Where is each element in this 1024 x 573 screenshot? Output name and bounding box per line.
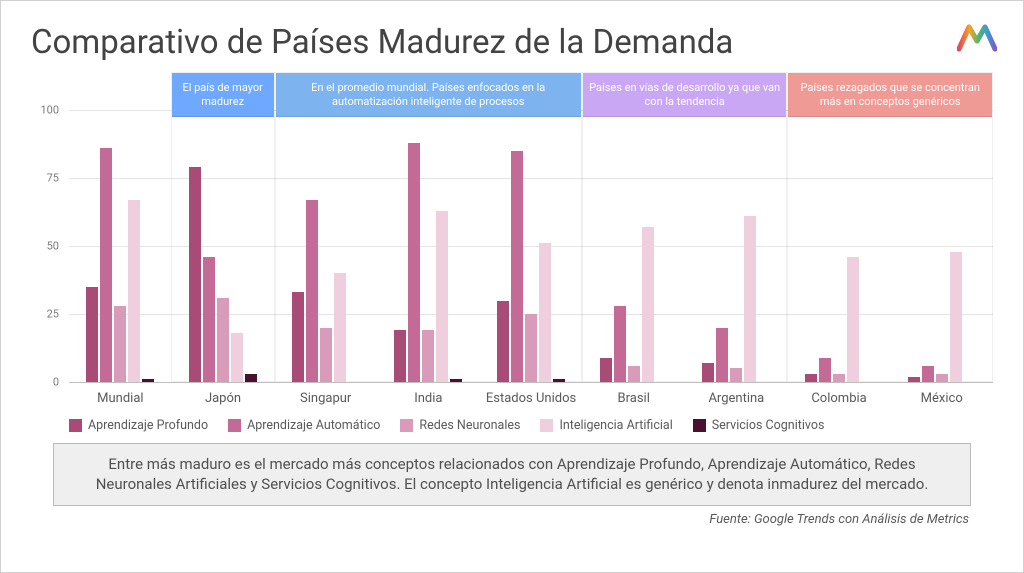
bar [553, 379, 565, 382]
bar [497, 301, 509, 383]
country-col [377, 94, 480, 382]
bar [450, 379, 462, 382]
y-tick: 75 [47, 172, 59, 185]
y-axis: 0255075100 [31, 94, 65, 382]
legend-swatch [400, 419, 413, 432]
bar [408, 143, 420, 382]
bar [936, 374, 948, 382]
bar [189, 167, 201, 382]
country-col [685, 94, 788, 382]
x-label: Argentina [685, 391, 788, 406]
legend-swatch [540, 419, 553, 432]
bar [320, 328, 332, 382]
bar [642, 227, 654, 382]
bar [730, 368, 742, 382]
bar [334, 273, 346, 382]
bar [511, 151, 523, 382]
bar [908, 377, 920, 382]
legend-label: Aprendizaje Profundo [88, 418, 208, 433]
bar [128, 200, 140, 382]
footnote: Fuente: Google Trends con Análisis de Me… [31, 512, 969, 527]
bar [394, 330, 406, 382]
legend-swatch [69, 419, 82, 432]
bar [86, 287, 98, 382]
bar [847, 257, 859, 382]
legend-label: Servicios Cognitivos [712, 418, 825, 433]
bar [744, 216, 756, 382]
plot [69, 94, 993, 382]
x-label: India [377, 391, 480, 406]
bar [217, 298, 229, 382]
x-label: Singapur [274, 391, 377, 406]
chart: 0255075100 El país de mayor madurezEn el… [31, 72, 993, 412]
bar [805, 374, 817, 382]
bar [292, 292, 304, 382]
page-title: Comparativo de Países Madurez de la Dema… [31, 23, 993, 62]
legend-item: Redes Neuronales [400, 418, 520, 433]
x-label: México [890, 391, 993, 406]
country-col [172, 94, 275, 382]
country-col [582, 94, 685, 382]
bar [231, 333, 243, 382]
legend-item: Inteligencia Artificial [540, 418, 672, 433]
y-tick: 100 [40, 104, 59, 117]
legend-label: Inteligencia Artificial [559, 418, 672, 433]
bar [245, 374, 257, 382]
legend-item: Aprendizaje Automático [228, 418, 380, 433]
bar [600, 358, 612, 382]
bar [702, 363, 714, 382]
bar [436, 211, 448, 382]
x-label: Colombia [788, 391, 891, 406]
legend-swatch [228, 419, 241, 432]
legend: Aprendizaje Profundo Aprendizaje Automáti… [69, 418, 993, 433]
bar [716, 328, 728, 382]
y-tick: 0 [53, 376, 59, 389]
caption-box: Entre más maduro es el mercado más conce… [53, 443, 971, 506]
x-label: Brasil [582, 391, 685, 406]
legend-item: Servicios Cognitivos [693, 418, 825, 433]
x-label: Mundial [69, 391, 172, 406]
country-col [274, 94, 377, 382]
bar [539, 243, 551, 382]
bar [950, 252, 962, 382]
bar [525, 314, 537, 382]
bar [203, 257, 215, 382]
x-label: Estados Unidos [480, 391, 583, 406]
logo [957, 19, 997, 63]
bar [819, 358, 831, 382]
y-tick: 50 [47, 240, 59, 253]
legend-swatch [693, 419, 706, 432]
bar [142, 379, 154, 382]
bar [614, 306, 626, 382]
bar [100, 148, 112, 382]
bar [628, 366, 640, 382]
legend-label: Redes Neuronales [419, 418, 520, 433]
y-tick: 25 [47, 308, 59, 321]
bar [306, 200, 318, 382]
country-col [788, 94, 891, 382]
x-axis: MundialJapónSingapurIndiaEstados UnidosB… [69, 391, 993, 406]
bar [114, 306, 126, 382]
country-col [480, 94, 583, 382]
bar [422, 330, 434, 382]
country-col [69, 94, 172, 382]
bar [922, 366, 934, 382]
x-label: Japón [172, 391, 275, 406]
country-col [890, 94, 993, 382]
legend-label: Aprendizaje Automático [247, 418, 380, 433]
bar [833, 374, 845, 382]
legend-item: Aprendizaje Profundo [69, 418, 208, 433]
